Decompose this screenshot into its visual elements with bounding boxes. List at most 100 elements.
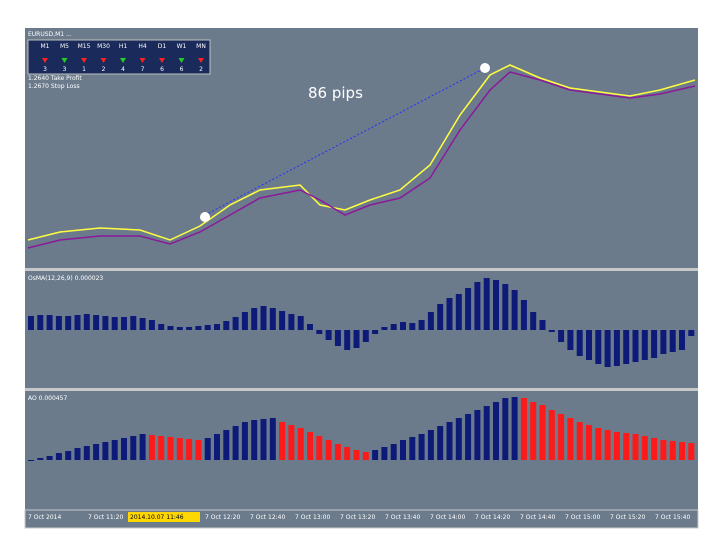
osma-bar [251, 308, 258, 330]
osma-bar [334, 330, 341, 346]
timeframe-panel: M1 3 M5 3 M15 1 M30 2 H1 4 H4 7 D1 6 W1 6 MN 2 [27, 39, 211, 75]
ao-bar [558, 414, 565, 460]
osma-bar [548, 330, 555, 332]
timeframe-count: 2 [199, 66, 203, 73]
ao-bar [344, 447, 351, 460]
time-label: 7 Oct 13:00 [295, 514, 330, 521]
ao-bar [511, 397, 518, 460]
ao-bar [660, 440, 667, 460]
timeframe-count: 4 [121, 66, 125, 73]
osma-bar [316, 330, 323, 334]
ao-bar [493, 402, 499, 460]
ao-bar [409, 437, 416, 460]
osma-bar [502, 284, 509, 330]
osma-bar [679, 330, 685, 350]
osma-bar [372, 330, 379, 334]
osma-bar [465, 288, 472, 330]
ao-bar [651, 438, 658, 460]
ao-bar [688, 443, 695, 460]
osma-bar [623, 330, 630, 364]
timeframe-count: 7 [141, 66, 145, 73]
osma-bar [111, 317, 118, 330]
ao-bar [437, 426, 444, 460]
osma-bar [46, 315, 53, 330]
ao-bar [251, 420, 258, 460]
timeframe-name: M15 [78, 43, 91, 50]
ao-bar [502, 398, 509, 460]
panel-separator [25, 268, 698, 271]
ao-bar [362, 452, 369, 460]
osma-label: OsMA(12,26,9) 0.000023 [28, 275, 103, 282]
ao-bar [353, 450, 360, 460]
time-label: 7 Oct 15:00 [565, 514, 600, 521]
ao-bar [260, 419, 267, 460]
ao-bar [455, 418, 462, 460]
osma-bar [511, 290, 518, 330]
ao-bar [93, 444, 100, 460]
ao-bar [604, 430, 611, 460]
ao-bar [37, 458, 44, 460]
time-label: 7 Oct 2014 [28, 514, 61, 521]
ao-bar [55, 453, 62, 460]
osma-bar [223, 321, 230, 330]
timeframe-name: M1 [41, 43, 50, 50]
osma-bar [595, 330, 602, 364]
timeframe-count: 6 [160, 66, 164, 73]
ao-bar [195, 440, 202, 460]
timeframe-arrow [61, 58, 68, 63]
osma-bar [558, 330, 565, 342]
ao-bar [530, 402, 537, 460]
timeframe-arrow [42, 58, 48, 63]
ao-bar [102, 442, 109, 460]
osma-bar [381, 327, 388, 330]
timeframe-count: 2 [102, 66, 106, 73]
pips-annotation: 86 pips [308, 84, 363, 102]
osma-bar [688, 330, 695, 336]
osma-bar [130, 316, 137, 330]
osma-bar [74, 315, 81, 330]
ao-bar [204, 438, 211, 460]
ao-bar [334, 444, 341, 460]
ao-bar [567, 418, 574, 460]
osma-bar [362, 330, 369, 342]
timeframe-arrow [120, 58, 126, 63]
osma-bar [632, 330, 639, 362]
timeframe-count: 1 [82, 66, 86, 73]
timeframe-count: 6 [180, 66, 184, 73]
ao-bar [520, 398, 527, 460]
ao-bar [539, 405, 546, 460]
osma-bar [353, 330, 360, 348]
ao-bar [223, 430, 230, 460]
ao-bar [65, 451, 72, 460]
osma-bar [474, 282, 481, 330]
osma-bar [93, 315, 100, 330]
osma-bar [65, 316, 72, 330]
timeframe-box [27, 39, 211, 75]
osma-bar [102, 316, 109, 330]
ao-bar [576, 422, 583, 460]
ao-bar [641, 436, 648, 460]
osma-bar [455, 294, 462, 330]
time-label: 7 Oct 12:20 [205, 514, 240, 521]
osma-bar [493, 280, 499, 330]
timeframe-name: M30 [97, 43, 110, 50]
ao-bar [307, 432, 313, 460]
ao-bar [83, 446, 90, 460]
symbol-line: EURUSD,M1 ... [28, 31, 72, 38]
timeframe-count: 3 [43, 66, 47, 73]
ao-bar [679, 442, 685, 460]
osma-bar [651, 330, 658, 358]
ao-bar [483, 406, 490, 460]
osma-bar [288, 314, 295, 330]
osma-bar [28, 316, 34, 330]
osma-bar [204, 325, 211, 330]
osma-bar [307, 324, 313, 330]
osma-bar [586, 330, 592, 360]
ao-bar [669, 441, 676, 460]
osma-bar [660, 330, 667, 354]
ao-bar [446, 422, 453, 460]
ao-bar [595, 428, 602, 460]
panel-separator [25, 388, 698, 391]
osma-bar [344, 330, 351, 350]
ao-bar [232, 426, 239, 460]
